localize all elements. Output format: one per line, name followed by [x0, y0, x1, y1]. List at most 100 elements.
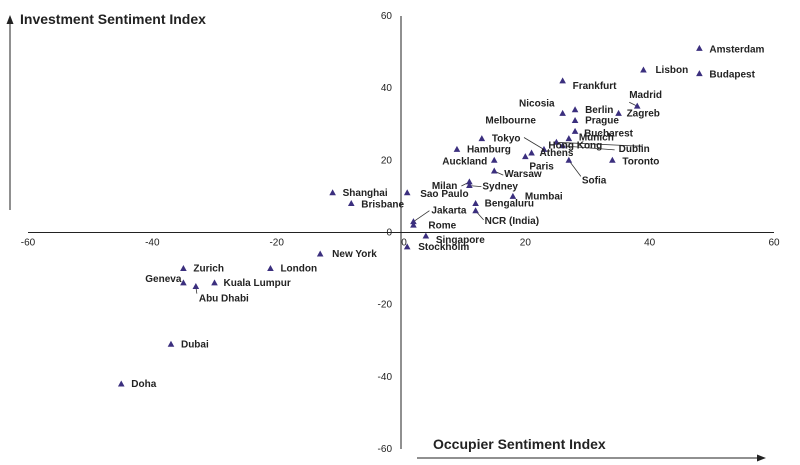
data-point-label: Singapore: [436, 235, 485, 246]
data-point-marker: [565, 156, 573, 163]
data-point-marker: [553, 138, 560, 145]
data-point-marker: [117, 380, 125, 387]
data-point-label: London: [280, 264, 317, 275]
data-point-marker: [633, 102, 641, 109]
label-leader-line: [562, 145, 615, 151]
data-point-label: New York: [332, 249, 377, 260]
data-point-label: Budapest: [709, 70, 755, 81]
data-point-label: Shanghai: [343, 188, 388, 199]
x-tick-label: 20: [520, 238, 532, 249]
data-point-label: Berlin: [585, 105, 613, 116]
data-point-marker: [422, 232, 430, 239]
data-point-marker: [453, 145, 461, 152]
data-point-label: Prague: [585, 116, 619, 127]
data-point-label: Paris: [529, 162, 554, 173]
label-leader-line: [413, 210, 430, 223]
data-point-marker: [180, 264, 187, 271]
data-point-marker: [180, 279, 187, 286]
data-point-label: Lisbon: [655, 65, 688, 76]
y-tick-label: 40: [381, 83, 393, 94]
data-point-label: Jakarta: [431, 206, 466, 217]
y-tick-label: 60: [381, 11, 393, 22]
x-tick-label: -20: [269, 238, 284, 249]
data-labels: Amsterdam Lisbon Budapest Frankfurt Madrid Ni…: [131, 44, 764, 390]
data-point-label: Sydney: [482, 182, 518, 193]
data-point-label: Sofia: [582, 175, 607, 186]
x-tick-label: 40: [644, 238, 656, 249]
data-point-label: Amsterdam: [709, 44, 764, 55]
data-point-label: Munich: [579, 133, 614, 144]
x-tick-label: 0: [401, 238, 407, 249]
data-point-marker: [267, 264, 274, 271]
data-point-label: Geneva: [145, 274, 182, 285]
data-point-marker: [478, 135, 486, 142]
data-point-label: Warsaw: [504, 169, 542, 180]
data-point-label: Sao Paulo: [420, 189, 468, 200]
label-leader-line: [568, 160, 582, 177]
data-point-marker: [410, 218, 417, 225]
data-point-marker: [403, 243, 411, 250]
data-point-marker: [571, 117, 579, 124]
data-point-label: Brisbane: [361, 200, 404, 211]
data-point-marker: [640, 66, 647, 73]
data-point-label: NCR (India): [485, 216, 539, 227]
data-point-marker: [540, 145, 548, 152]
y-title-arrow-head: [6, 15, 14, 24]
data-point-marker: [472, 200, 479, 207]
data-point-label: Toronto: [622, 156, 659, 167]
x-axis-title: Occupier Sentiment Index: [433, 436, 606, 452]
x-axis-ticks: -60 -40 -20 0 20 40 60: [21, 238, 780, 249]
data-point-marker: [522, 153, 529, 160]
data-point-label: Athens: [540, 148, 574, 159]
data-point-marker: [559, 77, 566, 84]
data-point-label: Kuala Lumpur: [224, 278, 291, 289]
data-point-marker: [192, 283, 200, 290]
data-point-marker: [410, 221, 417, 228]
plot-area: -60 -40 -20 0 20 40 60 -60 -40 -20 20 40 60 0 Amster…: [21, 11, 780, 455]
x-tick-label: 60: [768, 238, 780, 249]
data-point-label: Dubai: [181, 339, 209, 350]
data-point-marker: [609, 156, 616, 163]
data-point-label: Hong Kong: [548, 140, 602, 151]
data-point-label: Hamburg: [467, 145, 511, 156]
data-point-label: Zagreb: [627, 108, 660, 119]
y-axis-ticks: -60 -40 -20 20 40 60 0: [378, 11, 393, 455]
data-point-label: Auckland: [442, 156, 487, 167]
y-tick-label: 20: [381, 155, 393, 166]
data-point-label: Milan: [432, 181, 458, 192]
data-point-marker: [329, 189, 336, 196]
data-point-label: Rome: [428, 220, 456, 231]
data-point-label: Abu Dhabi: [199, 294, 249, 305]
y-tick-label: -40: [378, 372, 393, 383]
data-point-label: Bengaluru: [485, 199, 534, 210]
data-point-marker: [571, 106, 579, 113]
data-point-marker: [696, 70, 703, 77]
data-point-marker: [167, 340, 175, 347]
data-point-marker: [490, 156, 498, 163]
data-point-marker: [403, 189, 411, 196]
label-leader-line: [523, 137, 545, 150]
data-point-marker: [615, 109, 622, 116]
data-point-marker: [466, 178, 473, 185]
y-tick-label: -20: [378, 300, 393, 311]
data-markers: [117, 44, 703, 387]
data-point-marker: [696, 44, 703, 51]
data-point-marker: [466, 181, 473, 188]
y-axis-title-group: Investment Sentiment Index: [6, 11, 206, 210]
y-axis-title: Investment Sentiment Index: [20, 11, 206, 27]
x-axis-title-group: Occupier Sentiment Index: [417, 436, 766, 462]
data-point-label: Zurich: [193, 264, 224, 275]
data-point-marker: [509, 192, 517, 199]
data-point-marker: [559, 142, 566, 149]
data-point-label: Tokyo: [492, 134, 521, 145]
data-point-marker: [211, 279, 218, 286]
data-point-marker: [571, 127, 579, 134]
data-point-marker: [347, 200, 355, 207]
data-point-label: Doha: [131, 379, 156, 390]
data-point-label: Madrid: [629, 90, 662, 101]
data-point-label: Stockholm: [418, 242, 469, 253]
data-point-label: Mumbai: [525, 191, 563, 202]
data-point-label: Bucharest: [584, 128, 634, 139]
data-point-marker: [490, 167, 498, 174]
